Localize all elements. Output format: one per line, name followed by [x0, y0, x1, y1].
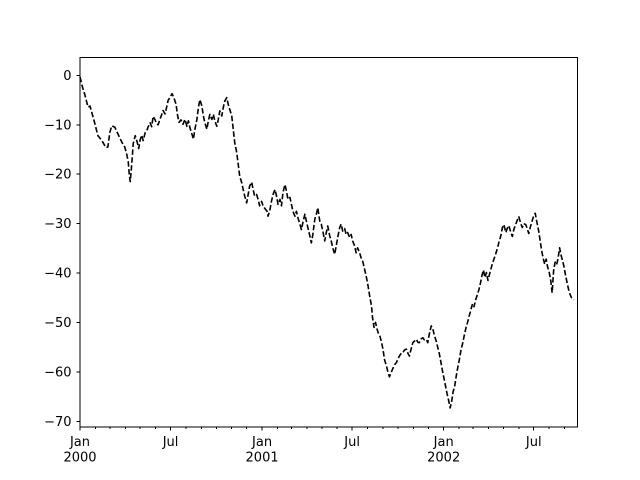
y-tick-label: −10 [44, 118, 71, 133]
x-tick-label-month: Jan [69, 435, 90, 450]
y-tick-label: 0 [63, 69, 71, 84]
series-line [79, 76, 575, 409]
x-tick-label-year: 2000 [63, 451, 96, 466]
y-tick-label: −40 [44, 267, 71, 282]
plot-area-border [79, 57, 578, 428]
x-tick-label-month: Jan [251, 435, 272, 450]
y-tick-label: −70 [44, 415, 71, 430]
x-tick-label-month: Jul [343, 435, 360, 450]
x-tick-label-month: Jan [433, 435, 454, 450]
y-tick-label: −20 [44, 168, 71, 183]
y-tick-label: −50 [44, 316, 71, 331]
x-tick-label-month: Jul [162, 435, 179, 450]
x-tick-label-month: Jul [525, 435, 542, 450]
y-tick-label: −60 [44, 365, 71, 380]
x-tick-label-year: 2001 [246, 451, 279, 466]
x-tick-label-year: 2002 [427, 451, 460, 466]
y-tick-label: −30 [44, 217, 71, 232]
